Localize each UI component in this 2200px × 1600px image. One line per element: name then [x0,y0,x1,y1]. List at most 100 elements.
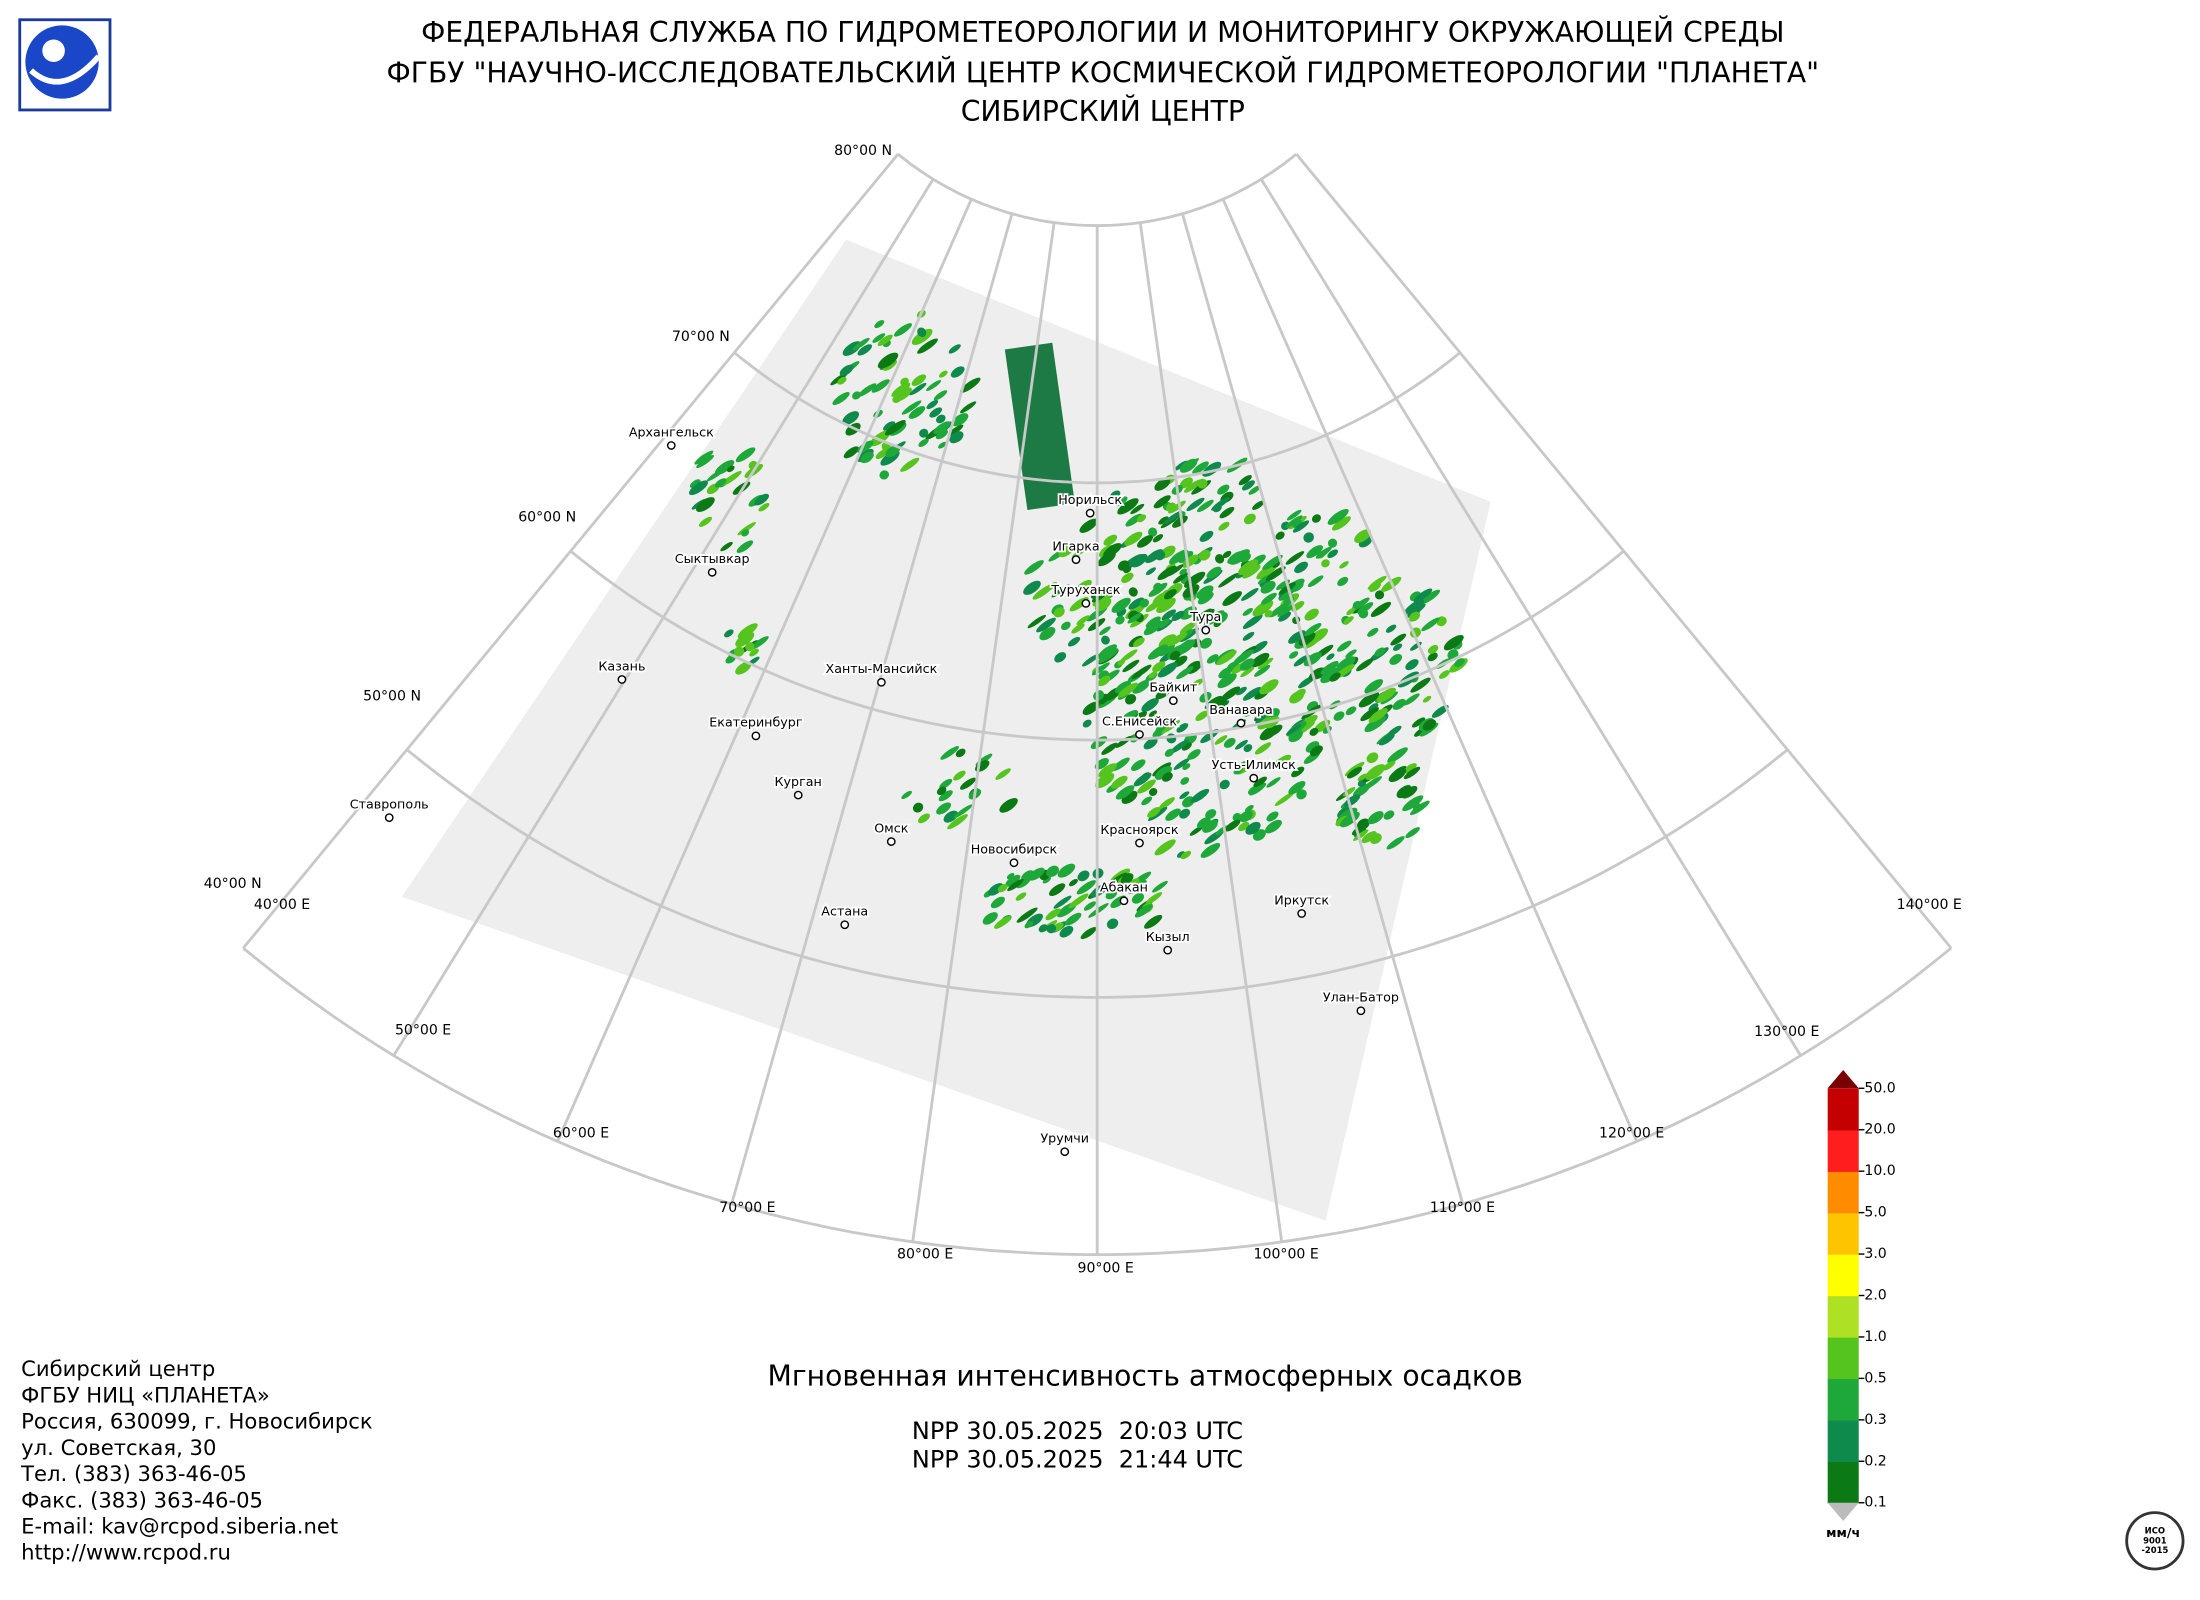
precip-cell [1357,773,1367,781]
header-line: ФЕДЕРАЛЬНАЯ СЛУЖБА ПО ГИДРОМЕТЕОРОЛОГИИ … [421,15,1784,49]
precip-cell [1364,679,1384,694]
precip-cell [1179,621,1198,635]
precip-cell [1156,597,1176,614]
city-label: Сыктывкар [675,551,750,566]
precip-cell [852,391,861,400]
precip-cell [939,778,953,789]
address-line: Факс. (383) 363-46-05 [21,1487,263,1512]
precip-cell [1179,568,1188,576]
legend-swatch [1827,1378,1859,1421]
precip-cell [1233,766,1243,775]
precip-cell [1293,654,1310,667]
precip-cell [832,391,850,406]
precip-cell [1304,608,1319,621]
precip-cell [714,478,727,488]
iso-text: ИСО [2145,1525,2165,1535]
precip-cell [1161,720,1181,734]
precip-cell [1123,565,1132,574]
precip-cell [1198,549,1211,561]
precip-cell [737,623,758,639]
precip-cell [1161,609,1176,621]
precip-cell [1206,654,1219,664]
precip-cell [1205,809,1217,820]
precip-cell [1128,587,1138,597]
precip-cell [926,380,942,392]
iso-logo [2125,1511,2185,1571]
precip-cell [1197,499,1214,513]
precip-cell [1164,589,1177,600]
precip-cell [1027,614,1047,629]
precip-cell [1121,572,1134,583]
precip-cell [1083,901,1097,911]
precip-cell [959,377,981,393]
precip-cell [1128,597,1145,610]
city-dot [1236,718,1246,728]
precip-cell [1411,717,1426,728]
precip-cell [1068,893,1089,909]
precip-cell [1386,836,1405,850]
precip-cell [1422,719,1437,731]
precip-cell [1303,532,1315,543]
precip-cell [1405,827,1420,839]
precip-cell [1176,666,1194,680]
precip-cell [694,450,714,465]
precip-cell [1095,772,1115,789]
precip-cell [689,480,708,496]
precip-cell [1181,742,1192,751]
precip-cell [982,912,998,925]
precip-cell [1242,614,1263,630]
precip-cell [1364,715,1386,733]
precip-cell [1333,711,1345,721]
precip-cell [726,465,735,473]
precip-cell [1082,719,1092,728]
precip-cell [900,377,909,386]
precip-cell [990,896,1005,909]
precip-cell [1405,659,1419,671]
precip-cell [1427,652,1438,662]
precip-cell [940,746,959,760]
precip-cell [1244,804,1254,812]
swath [401,239,1491,1221]
precip-cell [1162,772,1173,782]
precip-cell [872,333,886,343]
precip-cell [1292,583,1304,592]
precip-cell [1244,709,1253,717]
city-label: Туруханск [1050,582,1120,597]
precip-cell [1404,599,1425,615]
precip-cell [1218,572,1239,588]
city-dot [707,567,717,577]
precip-cell [1036,617,1056,633]
precip-cell [1145,892,1163,905]
precip-cell [1154,766,1173,780]
precip-cell [911,374,927,386]
precip-cell [1339,811,1360,828]
precip-cell [1133,772,1152,787]
precip-cell [936,786,947,796]
precip-cell [1141,698,1159,712]
precip-cell [1074,579,1092,594]
legend-swatch [1827,1419,1859,1462]
city-label: Астана [821,904,868,919]
precip-cell [1024,920,1034,929]
precip-cell [1015,892,1027,901]
address-line: Тел. (383) 363-46-05 [20,1461,247,1486]
precip-cell [1059,925,1074,938]
precip-cell [1120,649,1138,662]
precip-cell [1053,607,1065,618]
meridian [1181,213,1465,1205]
city-label: Иркутск [1274,892,1329,907]
precip-cell [1277,604,1295,617]
precip-cell [1117,682,1138,698]
precip-cell [1101,742,1118,755]
precip-cell [953,770,966,781]
precip-cell [1147,644,1169,660]
precip-cell [1152,534,1164,543]
precip-cell [952,413,969,427]
precip-cell [852,337,870,351]
logo-orbit [29,54,101,85]
precip-cell [1098,763,1117,778]
precip-cell [917,327,927,338]
precip-cell [1303,635,1322,649]
precip-cell [1115,785,1135,800]
precip-cell [1197,591,1214,605]
